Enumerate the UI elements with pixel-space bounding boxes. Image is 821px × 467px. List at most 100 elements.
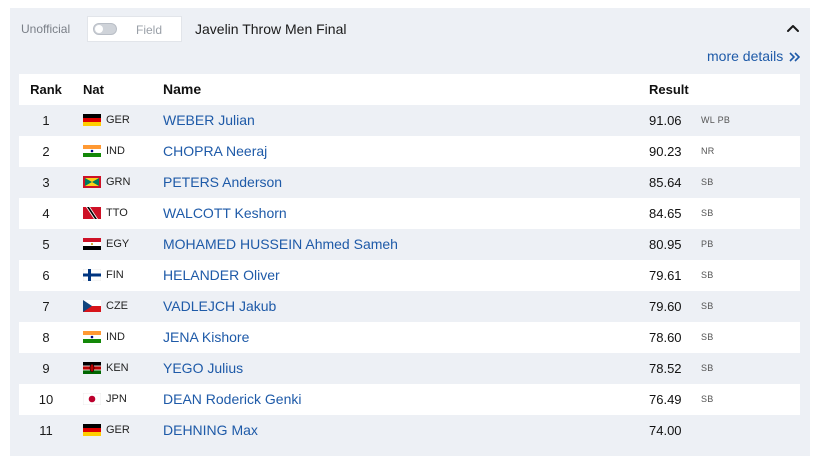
table-row: 5 EGY MOHAMED HUSSEIN Ahmed Sameh 80.95 PB <box>19 229 800 260</box>
nat-cell: JPN <box>83 384 127 415</box>
athlete-name-link[interactable]: WALCOTT Keshorn <box>163 205 287 221</box>
result-cell: 76.49 <box>649 392 682 407</box>
nat-code: GER <box>106 424 130 436</box>
rank-cell: 9 <box>42 361 50 376</box>
rank-cell: 2 <box>42 144 50 159</box>
nat-code: FIN <box>106 269 124 281</box>
rank-cell: 5 <box>42 237 50 252</box>
flag-icon <box>83 144 101 157</box>
results-panel: Unofficial Field Javelin Throw Men Final… <box>10 8 810 456</box>
record-note: PB <box>701 239 714 249</box>
result-cell: 84.65 <box>649 206 682 221</box>
table-row: 4 TTO WALCOTT Keshorn 84.65 SB <box>19 198 800 229</box>
result-cell: 78.52 <box>649 361 682 376</box>
nat-cell: FIN <box>83 260 124 291</box>
table-row: 2 IND CHOPRA Neeraj 90.23 NR <box>19 136 800 167</box>
athlete-name-link[interactable]: VADLEJCH Jakub <box>163 298 277 314</box>
unofficial-label: Unofficial <box>21 22 71 36</box>
result-cell: 74.00 <box>649 423 682 438</box>
nat-code: IND <box>106 145 125 157</box>
result-cell: 79.61 <box>649 268 682 283</box>
record-note: NR <box>701 146 715 156</box>
result-cell: 80.95 <box>649 237 682 252</box>
rank-cell: 6 <box>42 268 50 283</box>
more-details-label: more details <box>707 48 784 64</box>
record-note: SB <box>701 301 714 311</box>
table-header-row: Rank Nat Name Result <box>19 74 800 105</box>
result-cell: 79.60 <box>649 299 682 314</box>
athlete-name-link[interactable]: WEBER Julian <box>163 112 255 128</box>
column-header-rank: Rank <box>30 82 62 97</box>
toggle-switch[interactable] <box>93 23 117 35</box>
athlete-name-link[interactable]: HELANDER Oliver <box>163 267 280 283</box>
nat-code: KEN <box>106 362 129 374</box>
toggle-knob <box>95 25 103 33</box>
rank-cell: 1 <box>42 113 50 128</box>
table-row: 3 GRN PETERS Anderson 85.64 SB <box>19 167 800 198</box>
results-header-bar: Unofficial Field Javelin Throw Men Final <box>10 8 810 48</box>
athlete-name-link[interactable]: DEAN Roderick Genki <box>163 391 302 407</box>
nat-code: IND <box>106 331 125 343</box>
column-header-name: Name <box>163 81 202 97</box>
nat-cell: EGY <box>83 229 129 260</box>
flag-icon <box>83 237 101 250</box>
field-toggle[interactable]: Field <box>87 16 182 42</box>
result-cell: 91.06 <box>649 113 682 128</box>
flag-icon <box>83 330 101 343</box>
table-row: 8 IND JENA Kishore 78.60 SB <box>19 322 800 353</box>
record-note: SB <box>701 177 714 187</box>
chevron-up-icon[interactable] <box>783 18 803 38</box>
nat-code: GRN <box>106 176 131 188</box>
nat-cell: GRN <box>83 167 130 198</box>
more-details-link[interactable]: more details <box>707 48 801 64</box>
nat-code: JPN <box>106 393 127 405</box>
nat-code: CZE <box>106 300 128 312</box>
flag-icon <box>83 299 101 312</box>
result-cell: 78.60 <box>649 330 682 345</box>
result-cell: 90.23 <box>649 144 682 159</box>
record-note: SB <box>701 394 714 404</box>
record-note: WL PB <box>701 115 731 125</box>
nat-code: TTO <box>106 207 128 219</box>
result-cell: 85.64 <box>649 175 682 190</box>
record-note: SB <box>701 363 714 373</box>
rank-cell: 10 <box>38 392 54 407</box>
record-note: SB <box>701 208 714 218</box>
table-row: 11 GER DEHNING Max 74.00 <box>19 415 800 446</box>
nat-cell: IND <box>83 322 125 353</box>
athlete-name-link[interactable]: DEHNING Max <box>163 422 258 438</box>
rank-cell: 4 <box>42 206 50 221</box>
flag-icon <box>83 175 101 188</box>
flag-icon <box>83 392 101 405</box>
flag-icon <box>83 423 101 436</box>
rank-cell: 8 <box>42 330 50 345</box>
flag-icon <box>83 268 101 281</box>
table-row: 10 JPN DEAN Roderick Genki 76.49 SB <box>19 384 800 415</box>
event-title: Javelin Throw Men Final <box>195 21 347 37</box>
results-table: Rank Nat Name Result 1 GER WEBER Julian 91.… <box>19 74 800 446</box>
athlete-name-link[interactable]: MOHAMED HUSSEIN Ahmed Sameh <box>163 236 398 252</box>
table-row: 9 KEN YEGO Julius 78.52 SB <box>19 353 800 384</box>
athlete-name-link[interactable]: PETERS Anderson <box>163 174 283 190</box>
nat-cell: TTO <box>83 198 128 229</box>
nat-cell: GER <box>83 105 130 136</box>
table-row: 7 CZE VADLEJCH Jakub 79.60 SB <box>19 291 800 322</box>
flag-icon <box>83 113 101 126</box>
nat-code: GER <box>106 114 130 126</box>
table-row: 1 GER WEBER Julian 91.06 WL PB <box>19 105 800 136</box>
athlete-name-link[interactable]: CHOPRA Neeraj <box>163 143 268 159</box>
record-note: SB <box>701 270 714 280</box>
nat-cell: KEN <box>83 353 129 384</box>
nat-cell: GER <box>83 415 130 446</box>
table-row: 6 FIN HELANDER Oliver 79.61 SB <box>19 260 800 291</box>
rank-cell: 7 <box>42 299 50 314</box>
nat-cell: CZE <box>83 291 128 322</box>
athlete-name-link[interactable]: YEGO Julius <box>163 360 244 376</box>
column-header-result: Result <box>649 82 689 97</box>
nat-code: EGY <box>106 238 130 250</box>
double-chevron-right-icon <box>789 49 801 64</box>
athlete-name-link[interactable]: JENA Kishore <box>163 329 250 345</box>
rank-cell: 3 <box>42 175 50 190</box>
rank-cell: 11 <box>39 423 53 438</box>
column-header-nat: Nat <box>83 82 104 97</box>
